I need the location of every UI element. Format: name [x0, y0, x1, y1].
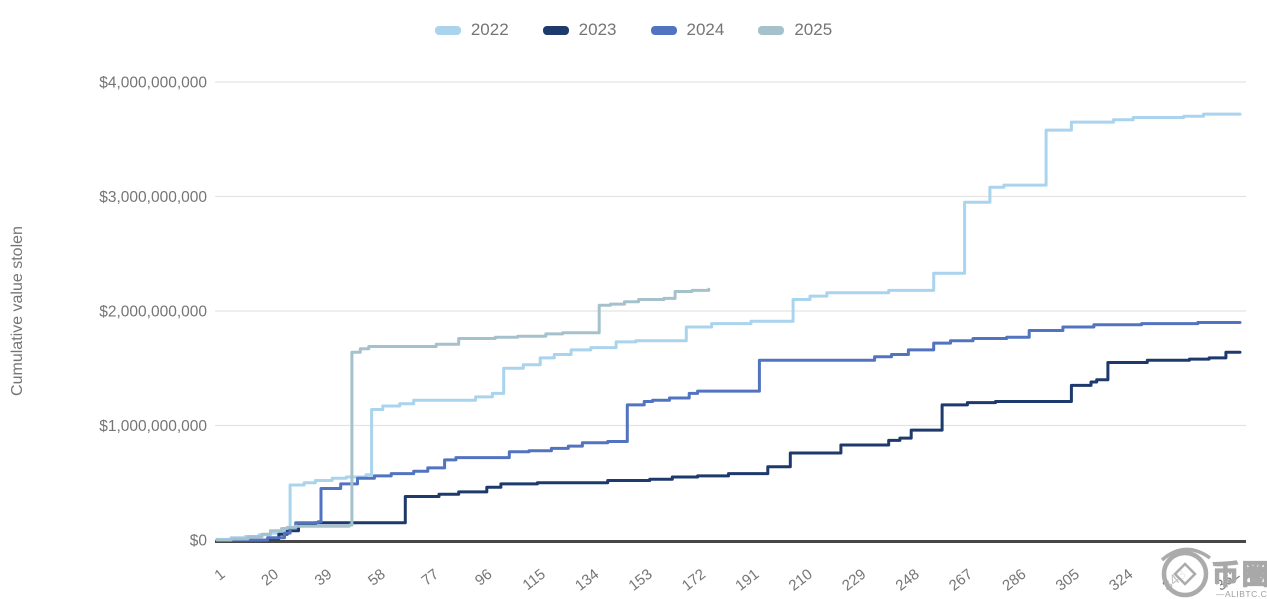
- x-tick-label: 153: [625, 566, 655, 595]
- x-tick-label: 134: [572, 566, 602, 595]
- x-tick-label: 20: [258, 566, 282, 590]
- x-tick-label: 210: [786, 566, 816, 595]
- legend-swatch-icon: [650, 25, 677, 35]
- x-tick-label: 229: [839, 566, 869, 595]
- legend-item-2025[interactable]: 2025: [758, 20, 832, 40]
- x-tick-label: 267: [946, 566, 976, 595]
- legend-label: 2024: [686, 20, 725, 39]
- y-tick-label: $1,000,000,000: [99, 418, 207, 435]
- legend-swatch-icon: [434, 25, 461, 35]
- y-axis-title: Cumulative value stolen: [9, 226, 26, 396]
- x-tick-label: 191: [732, 566, 762, 595]
- legend-item-2022[interactable]: 2022: [434, 20, 509, 40]
- x-tick-label: 77: [418, 566, 442, 590]
- watermark: 币圈网 —ALIBTC.COM—: [1160, 547, 1267, 599]
- x-tick-label: 286: [999, 566, 1029, 595]
- watermark-swirl-icon: [1160, 547, 1212, 562]
- legend-item-2023[interactable]: 2023: [542, 20, 617, 40]
- watermark-cjk-text: 币圈网: [1212, 560, 1267, 590]
- legend: 2022 2023 2024 2025: [0, 20, 1267, 40]
- plot-area: $0 $1,000,000,000 $2,000,000,000 $3,000,000…: [99, 75, 1246, 595]
- series-line-2024: [215, 321, 1242, 542]
- x-tick-label: 115: [520, 566, 549, 594]
- y-tick-label: $0: [190, 533, 208, 550]
- x-tick-label: 305: [1053, 566, 1083, 595]
- x-tick-label: 39: [312, 566, 336, 590]
- y-tick-label: $2,000,000,000: [99, 304, 207, 321]
- legend-item-2024[interactable]: 2024: [650, 20, 725, 40]
- series-line-2025: [215, 287, 711, 542]
- x-tick-label: 324: [1106, 566, 1136, 595]
- x-tick-label: 1: [211, 566, 228, 585]
- y-tick-label: $4,000,000,000: [99, 75, 207, 92]
- legend-label: 2022: [470, 20, 509, 39]
- x-tick-label: 172: [679, 566, 709, 595]
- x-tick-label: 248: [892, 566, 922, 595]
- x-tick-label: 58: [365, 566, 389, 590]
- x-tick-label: 96: [472, 566, 496, 590]
- legend-swatch-icon: [542, 25, 569, 35]
- watermark-diamond-icon: [1173, 562, 1197, 586]
- series-line-2023: [215, 350, 1242, 542]
- y-tick-label: $3,000,000,000: [99, 189, 207, 206]
- legend-swatch-icon: [758, 25, 785, 35]
- watermark-site-text: —ALIBTC.COM—: [1216, 589, 1267, 599]
- legend-label: 2023: [578, 20, 617, 39]
- legend-label: 2025: [794, 20, 833, 39]
